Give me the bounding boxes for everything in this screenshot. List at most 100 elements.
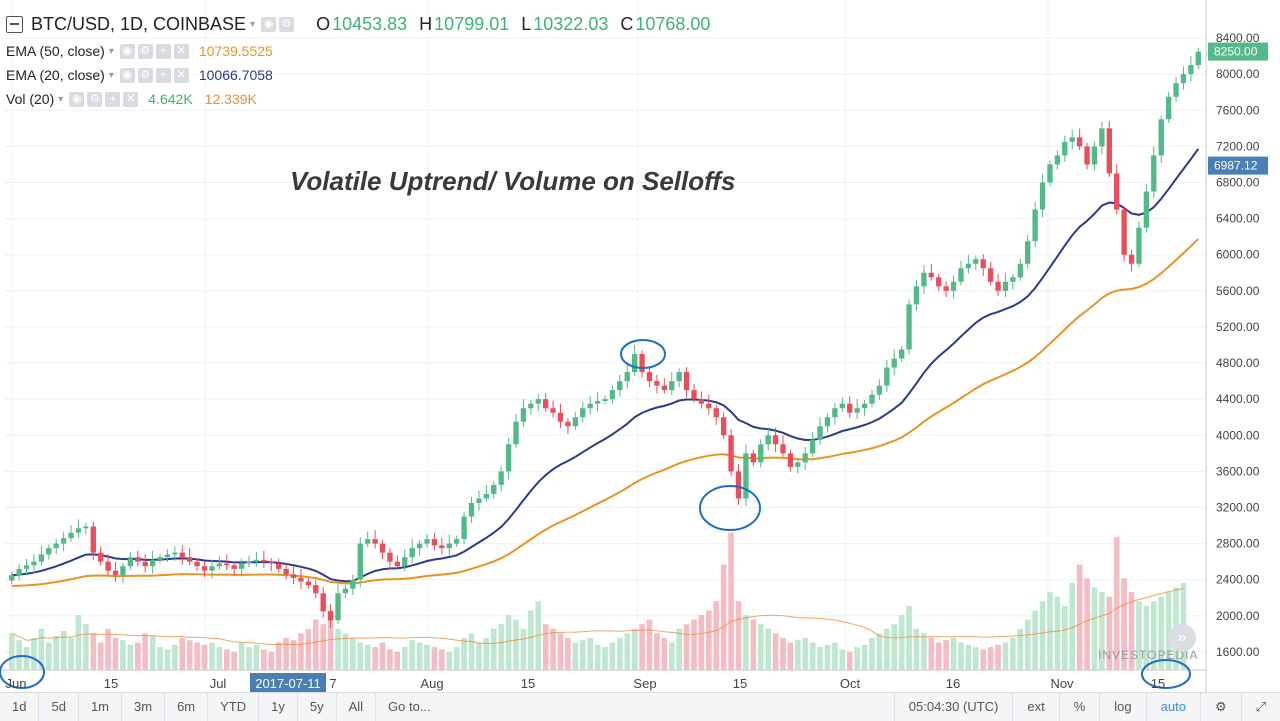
timeframe-1m[interactable]: 1m — [79, 693, 122, 721]
candle-body — [1151, 155, 1157, 192]
candle — [565, 418, 571, 434]
candle — [802, 447, 808, 471]
indicator-label[interactable]: Vol (20) — [6, 91, 55, 107]
candle — [720, 412, 727, 439]
candle-body — [431, 539, 438, 546]
timeframe-ytd[interactable]: YTD — [208, 693, 260, 721]
ema20-price-badge — [1208, 156, 1268, 175]
candle — [83, 522, 89, 535]
timeframe-6m[interactable]: 6m — [165, 693, 209, 721]
ema50-line — [11, 238, 1199, 588]
gear-icon[interactable]: ⚙ — [87, 91, 103, 107]
log-toggle[interactable]: log — [1099, 693, 1145, 721]
symbol-label[interactable]: BTC/USD, 1D, COINBASE — [31, 14, 247, 34]
indicator-label[interactable]: EMA (50, close) — [6, 43, 105, 59]
candle-body — [231, 565, 237, 569]
volume-bar — [706, 610, 712, 670]
volume-bar — [750, 619, 757, 670]
goto-date-button[interactable]: Go to... — [388, 699, 431, 714]
timeframe-3m[interactable]: 3m — [122, 693, 166, 721]
indicator-ema50[interactable]: EMA (50, close) ▾ ◉ ⚙ + ✕ 10739.5525 — [6, 43, 273, 59]
timeframe-1d[interactable]: 1d — [0, 693, 40, 721]
ohlc-low-key: L — [521, 14, 532, 34]
scroll-to-realtime-button[interactable]: » — [1168, 624, 1196, 652]
price-tick-label: 3200.00 — [1216, 501, 1260, 515]
volume-bar — [565, 637, 571, 670]
candle-body — [112, 570, 119, 576]
timeframe-5d[interactable]: 5d — [39, 693, 79, 721]
chevron-down-icon[interactable]: ▾ — [250, 19, 256, 30]
fullscreen-icon[interactable]: ⤢ — [1240, 693, 1280, 721]
candle-body — [157, 557, 163, 560]
indicator-label[interactable]: EMA (20, close) — [6, 67, 105, 83]
plus-icon[interactable]: + — [155, 43, 171, 59]
candle — [1002, 272, 1009, 298]
eye-icon[interactable]: ◉ — [119, 67, 135, 83]
gear-icon[interactable]: ⚙ — [137, 67, 153, 83]
volume-bar — [913, 628, 920, 670]
candle-body — [68, 532, 74, 539]
percent-toggle[interactable]: % — [1058, 693, 1100, 721]
volume-bar — [305, 628, 312, 670]
last-price-label: 8250.00 — [1214, 45, 1258, 59]
candle — [290, 566, 297, 585]
candle — [550, 400, 556, 418]
candle — [772, 427, 779, 452]
candle-body — [528, 403, 534, 409]
candle — [1114, 164, 1120, 215]
volume-bar — [312, 619, 319, 670]
volume-bar — [720, 564, 727, 670]
candle-body — [365, 539, 371, 544]
eye-icon[interactable]: ◉ — [119, 43, 135, 59]
close-icon[interactable]: ✕ — [173, 67, 189, 83]
candle — [847, 396, 853, 418]
marker-circle — [1141, 659, 1191, 689]
gear-icon[interactable]: ⚙ — [137, 43, 153, 59]
candle — [350, 574, 356, 596]
volume-bar — [883, 628, 890, 670]
candle — [31, 553, 37, 573]
timeframe-5y[interactable]: 5y — [298, 693, 337, 721]
price-tick-label: 2000.00 — [1216, 609, 1260, 623]
price-chart[interactable]: 8400.00 8000.00 7600.00 7200.00 6800.00 6400.… — [0, 0, 1280, 692]
timeframe-all[interactable]: All — [337, 693, 377, 721]
eye-icon[interactable]: ◉ — [261, 17, 277, 32]
candle — [157, 553, 163, 564]
chevron-down-icon[interactable]: ▾ — [58, 93, 64, 105]
menu-icon[interactable] — [6, 16, 23, 33]
volume-bar — [1039, 601, 1046, 670]
volume-bar — [201, 644, 208, 670]
plus-icon[interactable]: + — [155, 67, 171, 83]
candle — [780, 435, 786, 457]
close-icon[interactable]: ✕ — [173, 43, 189, 59]
candle-body — [928, 272, 934, 278]
auto-scale-toggle[interactable]: auto — [1145, 693, 1200, 721]
indicator-ema20[interactable]: EMA (20, close) ▾ ◉ ⚙ + ✕ 10066.7058 — [6, 67, 273, 83]
volume-bar — [68, 637, 74, 670]
candle-body — [439, 545, 445, 549]
eye-icon[interactable]: ◉ — [69, 91, 85, 107]
plus-icon[interactable]: + — [105, 91, 121, 107]
candle-body — [164, 554, 171, 558]
indicator-volume[interactable]: Vol (20) ▾ ◉ ⚙ + ✕ 4.642K 12.339K — [6, 91, 257, 107]
close-icon[interactable]: ✕ — [123, 91, 139, 107]
candle — [112, 561, 119, 582]
candle-body — [594, 400, 601, 404]
candle-body — [973, 259, 979, 264]
chevron-down-icon[interactable]: ▾ — [108, 45, 114, 57]
timeframe-1y[interactable]: 1y — [259, 693, 298, 721]
price-tick-label: 5200.00 — [1216, 320, 1260, 334]
ext-toggle[interactable]: ext — [1012, 693, 1058, 721]
volume-bar — [424, 644, 430, 670]
gear-icon[interactable]: ⚙ — [279, 17, 295, 32]
candle — [1010, 273, 1016, 290]
candle-body — [832, 408, 838, 418]
volume-bar — [950, 637, 957, 670]
volume-bar — [505, 615, 512, 670]
indicator-controls: ◉ ⚙ + ✕ — [69, 91, 139, 107]
candle-body — [654, 381, 660, 386]
candle-body — [1173, 83, 1179, 97]
gear-icon[interactable]: ⚙ — [1199, 693, 1241, 721]
volume-bar — [1143, 605, 1150, 670]
chevron-down-icon[interactable]: ▾ — [108, 69, 114, 81]
